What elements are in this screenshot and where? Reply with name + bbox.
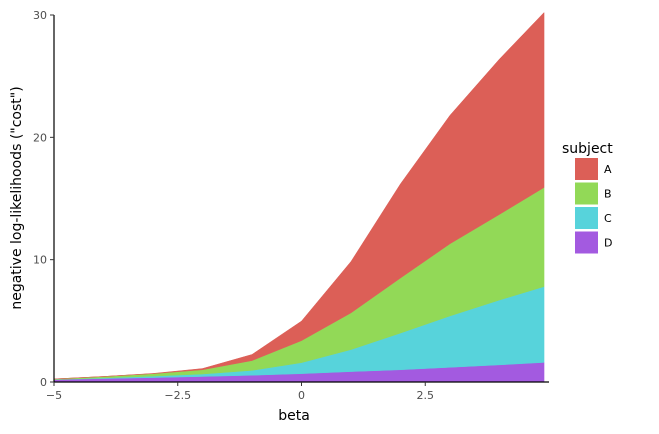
x-tick-label: −2.5 <box>164 389 191 402</box>
y-tick-label: 30 <box>33 9 47 22</box>
legend-label-A: A <box>604 163 612 176</box>
y-tick-label: 10 <box>33 254 47 267</box>
legend-label-B: B <box>604 188 612 201</box>
x-axis-title: beta <box>278 408 310 424</box>
legend-label-C: C <box>604 212 612 225</box>
legend-label-D: D <box>604 237 612 250</box>
x-axis-ticks: −5 −2.5 0 2.5 <box>46 382 434 402</box>
y-tick-label: 0 <box>40 376 47 389</box>
legend-swatch-A <box>575 158 598 180</box>
x-tick-label: 2.5 <box>417 389 435 402</box>
legend-swatch-B <box>575 182 598 205</box>
legend-swatch-C <box>575 207 598 229</box>
legend-swatch-D <box>575 231 598 254</box>
area-layer <box>53 11 545 383</box>
y-axis-ticks: 0 10 20 30 <box>33 9 54 389</box>
x-tick-label: −5 <box>46 389 62 402</box>
y-tick-label: 20 <box>33 131 47 144</box>
area-series-A <box>53 11 545 380</box>
x-tick-label: 0 <box>298 389 305 402</box>
legend-title: subject <box>562 141 613 157</box>
y-axis-title: negative log-likelihoods ("cost") <box>9 86 25 309</box>
